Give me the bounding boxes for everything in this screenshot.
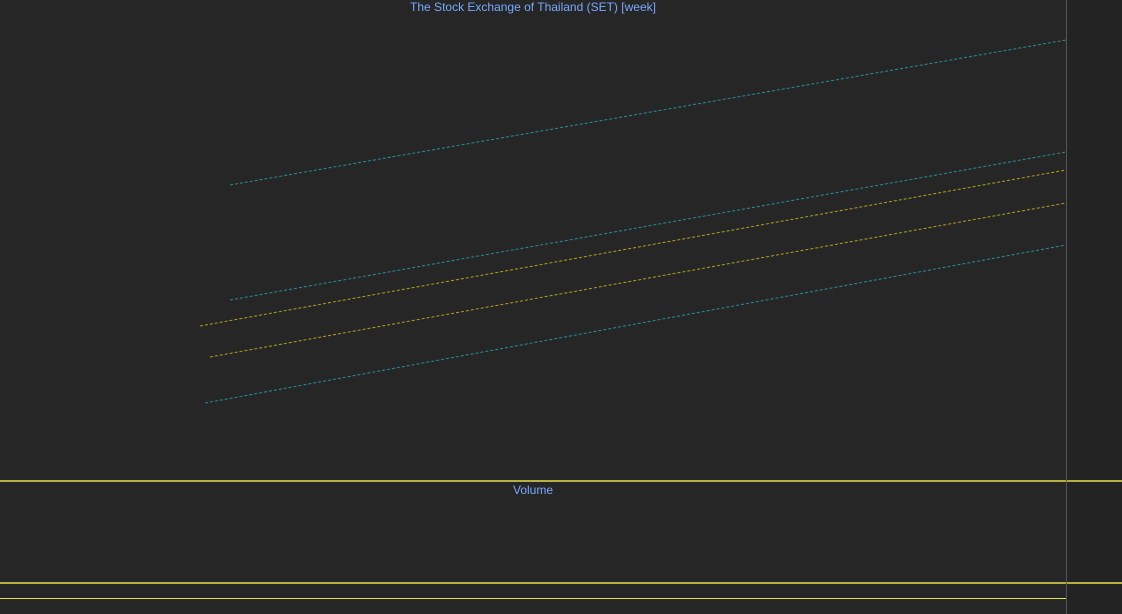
axis-area	[1067, 0, 1122, 614]
channel-line	[229, 151, 1067, 301]
chart-title: The Stock Exchange of Thailand (SET) [we…	[410, 0, 656, 14]
panel-title: Volume	[513, 483, 553, 497]
channel-line	[204, 244, 1067, 404]
trend-lines	[199, 39, 1067, 404]
channel-line	[229, 39, 1067, 186]
channel-line	[199, 169, 1067, 327]
